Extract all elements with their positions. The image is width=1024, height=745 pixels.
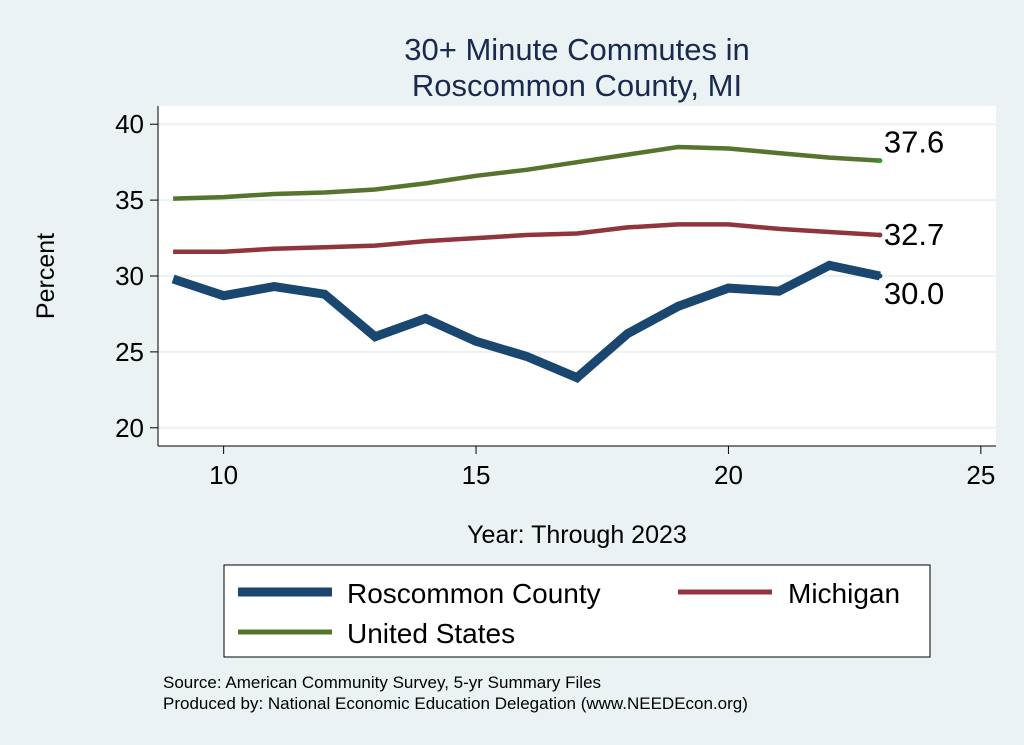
- y-tick-label-40: 40: [115, 109, 144, 139]
- series-end-point-roscommon-county: [877, 273, 883, 279]
- series-line-michigan: [173, 222, 881, 254]
- end-label-united-states: 37.6: [884, 125, 944, 160]
- chart-title-line-1: 30+ Minute Commutes in: [404, 32, 749, 67]
- series-line-roscommon-county: [171, 260, 881, 383]
- source-note: Source: American Community Survey, 5-yr …: [163, 673, 601, 692]
- y-tick-label-25: 25: [115, 337, 144, 367]
- legend-item-roscommon: Roscommon County: [238, 578, 601, 609]
- producer-note: Produced by: National Economic Education…: [163, 694, 748, 713]
- gridlines: [158, 123, 996, 429]
- chart-title-line-2: Roscommon County, MI: [412, 68, 742, 103]
- y-tick-label-35: 35: [115, 185, 144, 215]
- series-end-point-united-states: [877, 158, 883, 164]
- x-tick-label-10: 10: [209, 460, 238, 490]
- legend-item-united-states: United States: [238, 618, 515, 649]
- x-tick-label-15: 15: [462, 460, 491, 490]
- y-axis-label: Percent: [32, 233, 60, 319]
- series-layer: 37.6 32.7 30.0: [171, 125, 944, 383]
- x-tick-label-20: 20: [714, 460, 743, 490]
- legend-label-michigan: Michigan: [788, 578, 900, 609]
- legend-item-michigan: Michigan: [678, 578, 900, 609]
- series-line-united-states: [173, 144, 881, 201]
- end-label-michigan: 32.7: [884, 217, 944, 252]
- legend-label-united-states: United States: [347, 618, 515, 649]
- y-ticks: 20 25 30 35 40: [115, 109, 158, 443]
- legend-label-roscommon: Roscommon County: [347, 578, 601, 609]
- x-ticks: 10 15 20 25: [209, 446, 995, 490]
- x-axis-label: Year: Through 2023: [467, 521, 687, 549]
- series-end-point-michigan: [877, 232, 883, 238]
- x-tick-label-25: 25: [966, 460, 995, 490]
- y-tick-label-30: 30: [115, 261, 144, 291]
- y-tick-label-20: 20: [115, 413, 144, 443]
- end-label-roscommon-county: 30.0: [884, 276, 944, 311]
- legend-box: [223, 564, 931, 658]
